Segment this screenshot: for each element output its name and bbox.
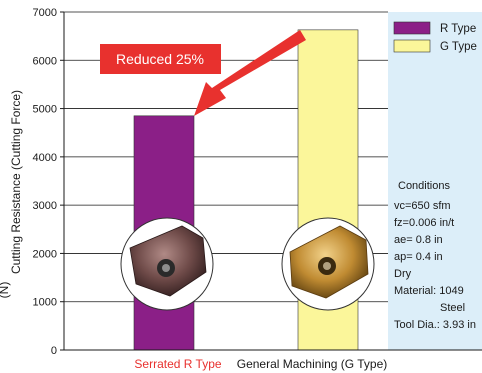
legend-swatch-r-type: [393, 21, 431, 35]
category-label-serrated-r: Serrated R Type: [134, 357, 221, 371]
condition-vc: vc=650 sfm: [394, 200, 451, 212]
conditions-panel: [388, 12, 482, 350]
condition-ae: ae= 0.8 in: [394, 234, 443, 246]
legend-swatch-g-type: [393, 39, 431, 53]
y-tick-label: 6000: [33, 55, 57, 67]
category-label-general-g: General Machining (G Type): [237, 357, 388, 371]
y-axis-title: Cutting Resistance (Cutting Force): [9, 90, 23, 274]
condition-steel: Steel: [440, 302, 465, 314]
y-tick-label: 1000: [33, 297, 57, 309]
legend: R Type G Type: [393, 21, 477, 53]
condition-ap: ap= 0.4 in: [394, 251, 443, 263]
y-tick-label: 2000: [33, 248, 57, 260]
y-axis-ticks: 0 1000 2000 3000 4000 5000 6000 7000: [33, 7, 64, 357]
conditions-text: Conditions vc=650 sfm fz=0.006 in/t ae= …: [394, 180, 476, 331]
legend-label-g-type: G Type: [440, 41, 477, 53]
condition-dry: Dry: [394, 268, 412, 280]
condition-tool-dia: Tool Dia.: 3.93 in: [394, 319, 476, 331]
y-tick-label: 0: [51, 345, 57, 357]
condition-material: Material: 1049: [394, 285, 464, 297]
insert-photo-r-type: [120, 217, 214, 311]
y-tick-label: 7000: [33, 7, 57, 19]
reduction-callout: Reduced 25%: [100, 30, 306, 116]
y-axis-unit: (N): [0, 282, 11, 299]
reduction-callout-text: Reduced 25%: [116, 51, 204, 67]
insert-photo-g-type: [281, 217, 375, 311]
y-tick-label: 3000: [33, 200, 57, 212]
conditions-heading: Conditions: [398, 180, 450, 192]
condition-fz: fz=0.006 in/t: [394, 217, 454, 229]
reduction-callout-box: [100, 44, 221, 74]
reduction-arrow: [194, 30, 306, 116]
y-tick-label: 5000: [33, 104, 57, 116]
y-tick-label: 4000: [33, 152, 57, 164]
legend-label-r-type: R Type: [440, 23, 476, 35]
